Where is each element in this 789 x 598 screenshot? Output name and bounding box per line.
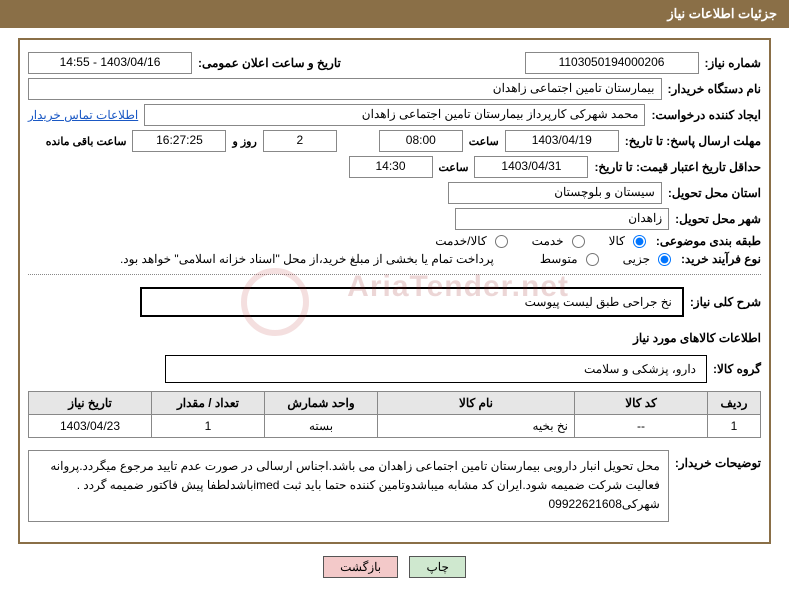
requester-label: ایجاد کننده درخواست: xyxy=(651,108,761,122)
class-opt-both: کالا/خدمت xyxy=(435,234,486,248)
class-radio-both[interactable] xyxy=(495,235,508,248)
requester-value: محمد شهرکی کارپرداز بیمارستان تامین اجتم… xyxy=(144,104,645,126)
goods-group-value: دارو، پزشکی و سلامت xyxy=(165,355,707,383)
print-button[interactable]: چاپ xyxy=(409,556,465,578)
class-opt-service: خدمت xyxy=(532,234,564,248)
buyer-notes-label: توضیحات خریدار: xyxy=(675,456,761,470)
cell-date: 1403/04/23 xyxy=(29,415,152,438)
city-value: زاهدان xyxy=(455,208,669,230)
contact-buyer-link[interactable]: اطلاعات تماس خریدار xyxy=(28,108,138,122)
th-name: نام کالا xyxy=(378,392,575,415)
days-and-label: روز و xyxy=(232,135,256,148)
cell-qty: 1 xyxy=(152,415,265,438)
time2-label: ساعت xyxy=(439,161,469,174)
need-summary-label: شرح کلی نیاز: xyxy=(690,295,761,309)
reply-deadline-label: مهلت ارسال پاسخ: تا تاریخ: xyxy=(625,134,761,148)
cell-code: -- xyxy=(575,415,708,438)
cell-name: نخ بخیه xyxy=(378,415,575,438)
th-unit: واحد شمارش xyxy=(265,392,378,415)
class-opt-goods: کالا xyxy=(609,234,625,248)
process-opt-minor: جزیی xyxy=(623,252,650,266)
reply-date-value: 1403/04/19 xyxy=(505,130,619,152)
th-qty: تعداد / مقدار xyxy=(152,392,265,415)
need-no-label: شماره نیاز: xyxy=(705,56,761,70)
subject-class-label: طبقه بندی موضوعی: xyxy=(656,234,761,248)
items-info-label: اطلاعات کالاهای مورد نیاز xyxy=(28,331,761,345)
need-summary-value: نخ جراحی طبق لیست پیوست xyxy=(140,287,684,317)
days-left-value: 2 xyxy=(263,130,337,152)
cell-unit: بسته xyxy=(265,415,378,438)
form-panel: شماره نیاز: 1103050194000206 تاریخ و ساع… xyxy=(18,38,771,544)
page-title: جزئیات اطلاعات نیاز xyxy=(0,0,789,28)
buyer-org-value: بیمارستان تامین اجتماعی زاهدان xyxy=(28,78,662,100)
process-radio-minor[interactable] xyxy=(658,253,671,266)
remaining-label: ساعت باقی مانده xyxy=(46,135,127,148)
validity-date-value: 1403/04/31 xyxy=(474,156,588,178)
payment-note: پرداخت تمام یا بخشی از مبلغ خرید،از محل … xyxy=(120,252,494,266)
th-code: کد کالا xyxy=(575,392,708,415)
reply-time-value: 08:00 xyxy=(379,130,463,152)
announce-label: تاریخ و ساعت اعلان عمومی: xyxy=(198,56,341,70)
class-radio-service[interactable] xyxy=(572,235,585,248)
need-no-value: 1103050194000206 xyxy=(525,52,699,74)
announce-value: 1403/04/16 - 14:55 xyxy=(28,52,192,74)
table-row: 1 -- نخ بخیه بسته 1 1403/04/23 xyxy=(29,415,761,438)
province-label: استان محل تحویل: xyxy=(668,186,761,200)
process-opt-medium: متوسط xyxy=(540,252,578,266)
price-validity-label: حداقل تاریخ اعتبار قیمت: تا تاریخ: xyxy=(594,160,761,174)
buyer-notes-value: محل تحویل انبار دارویی بیمارستان تامین ا… xyxy=(28,450,669,522)
back-button[interactable]: بازگشت xyxy=(323,556,398,578)
city-label: شهر محل تحویل: xyxy=(675,212,761,226)
process-radio-medium[interactable] xyxy=(586,253,599,266)
items-table: ردیف کد کالا نام کالا واحد شمارش تعداد /… xyxy=(28,391,761,438)
th-row: ردیف xyxy=(708,392,761,415)
th-date: تاریخ نیاز xyxy=(29,392,152,415)
time1-label: ساعت xyxy=(469,135,499,148)
divider-1 xyxy=(28,274,761,275)
process-label: نوع فرآیند خرید: xyxy=(681,252,761,266)
class-radio-goods[interactable] xyxy=(633,235,646,248)
validity-time-value: 14:30 xyxy=(349,156,433,178)
buyer-org-label: نام دستگاه خریدار: xyxy=(668,82,762,96)
cell-idx: 1 xyxy=(708,415,761,438)
goods-group-label: گروه کالا: xyxy=(713,362,761,376)
hours-left-value: 16:27:25 xyxy=(132,130,226,152)
province-value: سیستان و بلوچستان xyxy=(448,182,662,204)
